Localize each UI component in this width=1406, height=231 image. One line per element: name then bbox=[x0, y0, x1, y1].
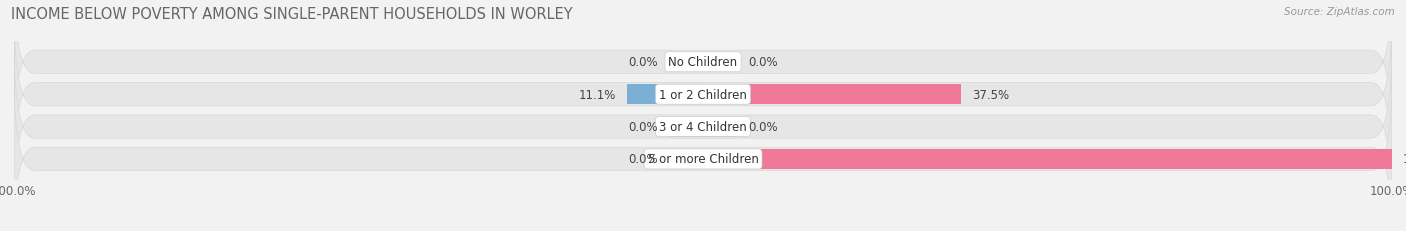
FancyBboxPatch shape bbox=[14, 74, 1392, 231]
Bar bbox=[669, 52, 703, 73]
FancyBboxPatch shape bbox=[14, 10, 1392, 180]
Text: INCOME BELOW POVERTY AMONG SINGLE-PARENT HOUSEHOLDS IN WORLEY: INCOME BELOW POVERTY AMONG SINGLE-PARENT… bbox=[11, 7, 572, 22]
Text: 11.1%: 11.1% bbox=[579, 88, 616, 101]
Bar bbox=[703, 149, 1392, 169]
Bar bbox=[703, 117, 738, 137]
FancyBboxPatch shape bbox=[14, 0, 1392, 148]
Bar bbox=[669, 149, 703, 169]
Bar bbox=[703, 85, 962, 105]
Text: 100.0%: 100.0% bbox=[1402, 153, 1406, 166]
Text: 5 or more Children: 5 or more Children bbox=[648, 153, 758, 166]
Bar bbox=[669, 117, 703, 137]
Text: 0.0%: 0.0% bbox=[628, 121, 658, 134]
Legend: Single Father, Single Mother: Single Father, Single Mother bbox=[596, 228, 810, 231]
Text: 1 or 2 Children: 1 or 2 Children bbox=[659, 88, 747, 101]
Text: 0.0%: 0.0% bbox=[748, 56, 778, 69]
Text: 0.0%: 0.0% bbox=[628, 56, 658, 69]
Text: 0.0%: 0.0% bbox=[628, 153, 658, 166]
Text: 3 or 4 Children: 3 or 4 Children bbox=[659, 121, 747, 134]
Text: No Children: No Children bbox=[668, 56, 738, 69]
Text: Source: ZipAtlas.com: Source: ZipAtlas.com bbox=[1284, 7, 1395, 17]
Text: 37.5%: 37.5% bbox=[972, 88, 1010, 101]
Bar bbox=[703, 52, 738, 73]
Bar bbox=[627, 85, 703, 105]
FancyBboxPatch shape bbox=[14, 42, 1392, 212]
Text: 0.0%: 0.0% bbox=[748, 121, 778, 134]
